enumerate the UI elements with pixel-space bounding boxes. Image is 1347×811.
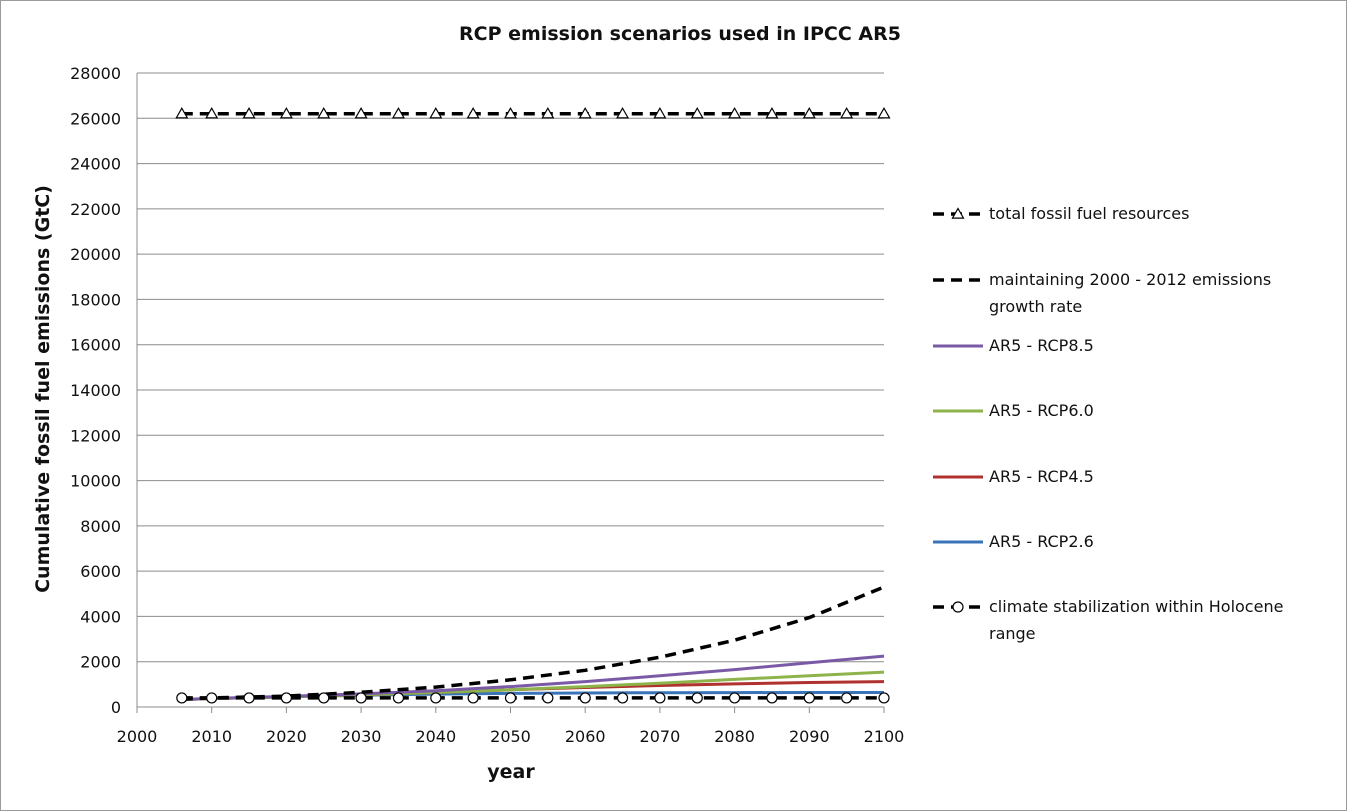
legend-label: total fossil fuel resources <box>989 204 1189 223</box>
series-point <box>206 692 218 704</box>
y-tick-label: 4000 <box>80 607 121 626</box>
series-point <box>317 107 331 119</box>
y-tick-label: 26000 <box>70 109 121 128</box>
legend-item: AR5 - RCP6.0 <box>933 401 1094 420</box>
y-tick-label: 0 <box>111 698 121 717</box>
series-point <box>391 107 405 119</box>
series-point <box>430 692 442 704</box>
y-tick-label: 22000 <box>70 200 121 219</box>
legend-label: range <box>989 624 1036 643</box>
series-point <box>690 107 704 119</box>
chart-title: RCP emission scenarios used in IPCC AR5 <box>459 23 901 45</box>
series-point <box>242 107 256 119</box>
series-point <box>541 107 555 119</box>
x-tick-label: 2070 <box>640 727 681 746</box>
x-tick-label: 2090 <box>789 727 830 746</box>
x-tick-label: 2080 <box>714 727 755 746</box>
series-point <box>803 692 815 704</box>
series-point <box>691 692 703 704</box>
legend-item: AR5 - RCP4.5 <box>933 467 1094 486</box>
series-point <box>877 107 891 119</box>
series-point <box>243 692 255 704</box>
series-point <box>467 692 479 704</box>
y-tick-label: 18000 <box>70 290 121 309</box>
legend-marker <box>952 601 964 613</box>
legend-label: AR5 - RCP6.0 <box>989 401 1094 420</box>
series-point <box>504 692 517 704</box>
series-point <box>280 692 292 704</box>
x-tick-label: 2100 <box>864 727 905 746</box>
y-tick-label: 20000 <box>70 245 121 264</box>
series-point <box>466 107 480 119</box>
series-point <box>176 692 188 704</box>
y-tick-label: 24000 <box>70 155 121 174</box>
legend-label: maintaining 2000 - 2012 emissions <box>989 270 1271 289</box>
legend-marker <box>951 207 965 219</box>
series-point <box>878 692 890 704</box>
series-point <box>578 107 592 119</box>
x-tick-label: 2040 <box>415 727 456 746</box>
y-tick-labels: 0 2000 4000 6000 8000 10000 12000 14000 16000 180… <box>70 64 121 717</box>
series-point <box>354 107 368 119</box>
x-tick-label: 2030 <box>341 727 382 746</box>
series-point <box>392 692 405 704</box>
series-point <box>579 692 591 704</box>
series-point <box>841 692 853 704</box>
legend-item: AR5 - RCP8.5 <box>933 336 1094 355</box>
x-tick-labels: 2000 2010 2020 2030 2040 2050 2060 2070 2080 2090… <box>117 727 905 746</box>
y-tick-label: 2000 <box>80 653 121 672</box>
y-tick-label: 14000 <box>70 381 121 400</box>
series-point <box>654 692 666 704</box>
y-tick-label: 12000 <box>70 426 121 445</box>
legend-item: total fossil fuel resources <box>933 204 1189 223</box>
y-tick-label: 8000 <box>80 517 121 536</box>
x-tick-label: 2050 <box>490 727 531 746</box>
legend-label: AR5 - RCP4.5 <box>989 467 1094 486</box>
series-point <box>616 692 629 704</box>
x-tick-label: 2020 <box>266 727 307 746</box>
y-tick-label: 16000 <box>70 336 121 355</box>
series-point <box>175 107 189 119</box>
axes <box>136 73 885 713</box>
series-point <box>503 107 518 119</box>
series-point <box>429 107 443 119</box>
series-6 <box>176 692 890 704</box>
legend-item: maintaining 2000 - 2012 emissions growth … <box>933 270 1271 316</box>
y-axis-title: Cumulative fossil fuel emissions (GtC) <box>32 185 54 593</box>
legend: total fossil fuel resources maintaining 2… <box>933 204 1283 643</box>
series-point <box>802 107 816 119</box>
grid-lines <box>137 72 884 663</box>
series-point <box>728 692 741 704</box>
series-point <box>318 692 330 704</box>
series-point <box>205 107 219 119</box>
y-tick-label: 6000 <box>80 562 121 581</box>
series-point <box>542 692 554 704</box>
series-point <box>766 692 778 704</box>
series-point <box>616 107 630 119</box>
y-tick-label: 28000 <box>70 64 121 83</box>
legend-label: growth rate <box>989 297 1082 316</box>
series-point <box>765 107 779 119</box>
series-point <box>653 107 667 119</box>
x-tick-label: 2010 <box>191 727 232 746</box>
series-0 <box>175 107 891 119</box>
y-tick-label: 10000 <box>70 472 121 491</box>
series-layer <box>175 107 891 704</box>
legend-label: AR5 - RCP2.6 <box>989 532 1094 551</box>
legend-label: AR5 - RCP8.5 <box>989 336 1094 355</box>
legend-item: climate stabilization within Holocene ran… <box>933 597 1283 643</box>
series-point <box>728 107 742 119</box>
x-tick-label: 2060 <box>565 727 606 746</box>
series-point <box>355 692 367 704</box>
x-tick-label: 2000 <box>117 727 158 746</box>
legend-label: climate stabilization within Holocene <box>989 597 1283 616</box>
series-point <box>279 107 293 119</box>
legend-item: AR5 - RCP2.6 <box>933 532 1094 551</box>
series-point <box>840 107 854 119</box>
x-axis-title: year <box>487 761 535 783</box>
